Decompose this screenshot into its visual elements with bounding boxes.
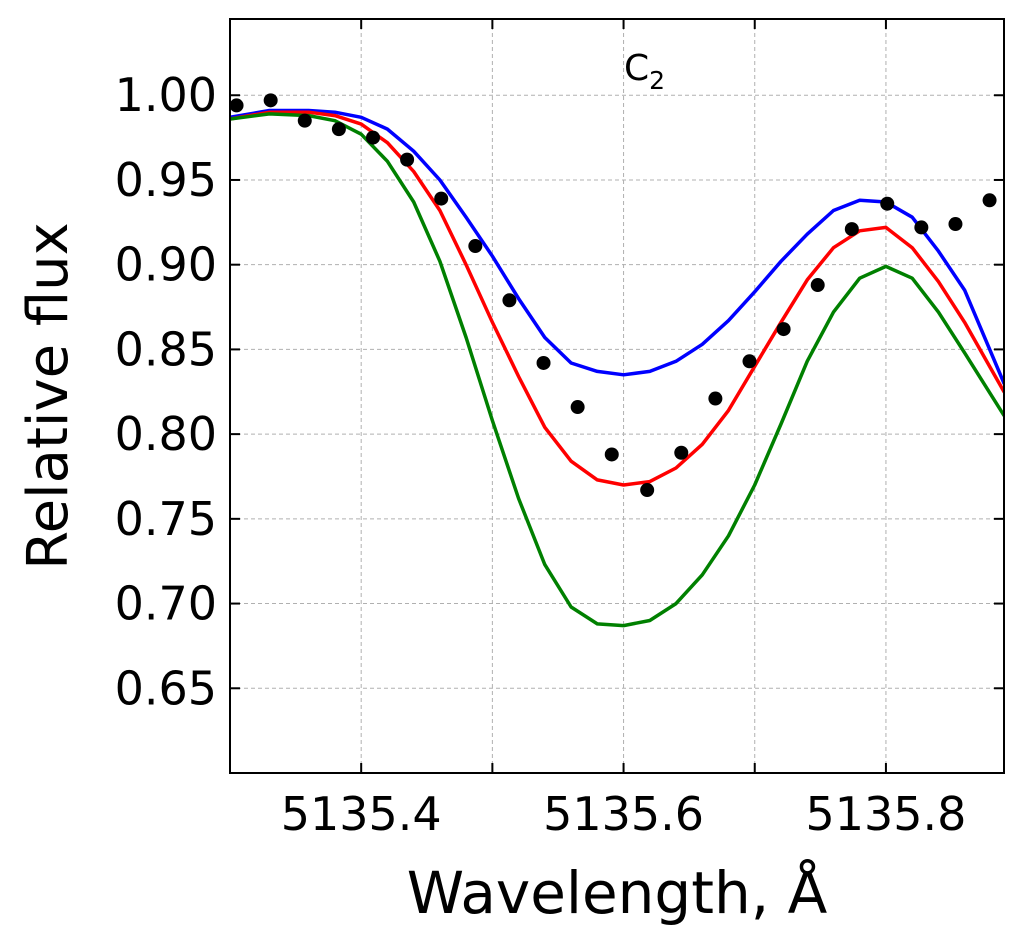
y-tick-label: 0.95: [115, 153, 217, 207]
series-line-blue: [230, 108, 1004, 386]
observed-point: [674, 445, 689, 460]
plot-frame: [229, 18, 1005, 774]
x-tick-labels: 5135.4 5135.6 5135.8: [281, 787, 967, 841]
y-tick-label: 0.80: [115, 407, 217, 461]
x-tick-label: 5135.8: [805, 787, 966, 841]
observed-point: [570, 400, 585, 415]
ticks: [230, 19, 1004, 773]
x-tick-label: 5135.4: [281, 787, 442, 841]
observed-point: [708, 391, 723, 406]
observed-point: [604, 447, 619, 462]
annotation-subscript: 2: [649, 66, 665, 95]
observed-point: [640, 483, 655, 498]
observed-point: [776, 322, 791, 337]
x-axis-label: Wavelength, Å: [407, 858, 828, 927]
y-tick-label: 0.75: [115, 492, 217, 546]
observed-point: [365, 130, 380, 145]
observed-point: [880, 196, 895, 211]
y-tick-labels: 0.65 0.70 0.75 0.80 0.85 0.90 0.95 1.00: [115, 68, 217, 715]
x-tick-label: 5135.6: [543, 787, 704, 841]
observed-point: [742, 354, 757, 369]
y-tick-label: 0.70: [115, 577, 217, 631]
observed-point: [331, 122, 346, 137]
observed-points: [230, 93, 997, 498]
observed-point: [230, 98, 244, 113]
molecule-annotation: C2: [624, 48, 665, 95]
observed-point: [948, 217, 963, 232]
series-line-green: [230, 112, 1004, 628]
observed-point: [400, 152, 415, 167]
y-axis-label: Relative flux: [16, 222, 81, 570]
observed-point: [536, 355, 551, 370]
y-tick-label: 0.90: [115, 238, 217, 292]
observed-point: [297, 113, 312, 128]
observed-point: [434, 191, 449, 206]
series-line-red: [230, 110, 1004, 487]
y-tick-label: 0.65: [115, 661, 217, 715]
grid: [230, 19, 1004, 773]
series-lines: [230, 108, 1004, 628]
observed-point: [263, 93, 278, 108]
y-tick-label: 0.85: [115, 322, 217, 376]
observed-point: [468, 239, 483, 254]
observed-point: [982, 193, 997, 208]
y-tick-label: 1.00: [115, 68, 217, 122]
observed-point: [914, 220, 929, 235]
observed-point: [844, 222, 859, 237]
observed-point: [810, 278, 825, 293]
observed-point: [502, 293, 517, 308]
annotation-main: C: [624, 48, 649, 89]
